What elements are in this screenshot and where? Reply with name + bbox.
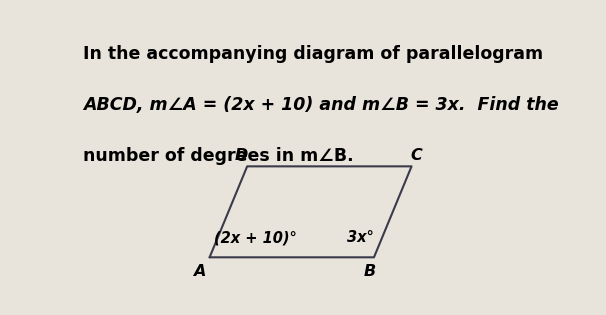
Text: number of degrees in m∠B.: number of degrees in m∠B. xyxy=(83,147,353,165)
Text: D: D xyxy=(235,148,248,163)
Text: In the accompanying diagram of parallelogram: In the accompanying diagram of parallelo… xyxy=(83,45,543,63)
Text: ABCD, m∠A = (2x + 10) and m∠B = 3x.  Find the: ABCD, m∠A = (2x + 10) and m∠B = 3x. Find… xyxy=(83,96,558,114)
Text: (2x + 10)°: (2x + 10)° xyxy=(215,230,297,245)
Text: A: A xyxy=(193,264,205,279)
Text: C: C xyxy=(410,148,422,163)
Text: B: B xyxy=(363,264,375,279)
Text: 3x°: 3x° xyxy=(347,230,374,245)
